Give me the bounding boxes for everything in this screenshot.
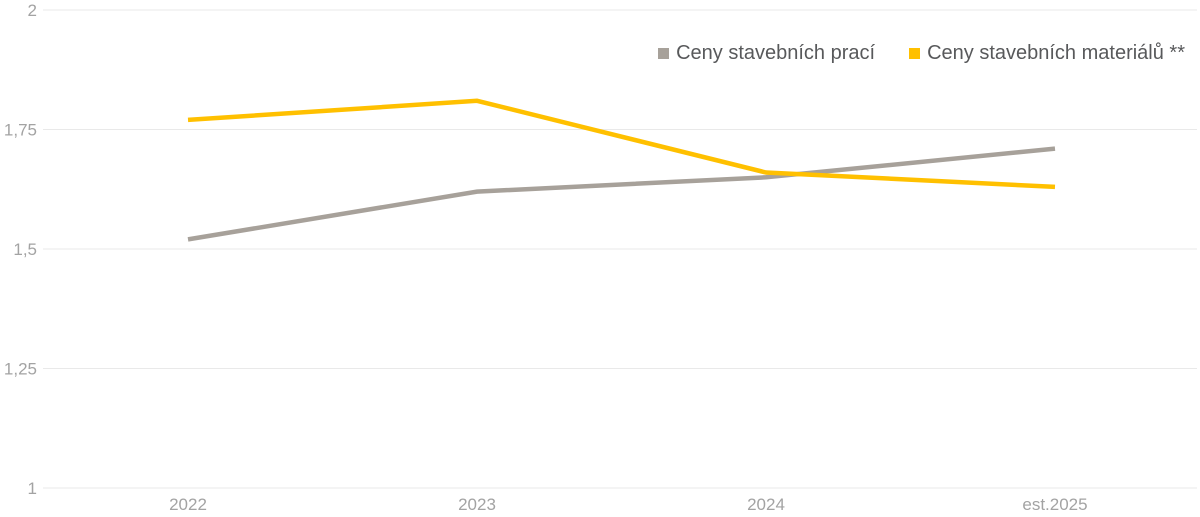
chart-legend: Ceny stavebních prací Ceny stavebních ma… <box>658 42 1185 65</box>
x-axis-tick-label: 2022 <box>169 495 207 514</box>
legend-label-ceny-stavebnich-materialu: Ceny stavebních materiálů ** <box>927 42 1185 64</box>
legend-label-ceny-stavebnich-praci: Ceny stavebních prací <box>676 42 876 64</box>
y-axis-tick-label: 1,25 <box>4 360 37 379</box>
x-axis-tick-label: est.2025 <box>1022 495 1087 514</box>
y-axis-tick-label: 1,75 <box>4 121 37 140</box>
x-axis-tick-label: 2024 <box>747 495 785 514</box>
x-axis-tick-label: 2023 <box>458 495 496 514</box>
legend-swatch-yellow-icon <box>909 48 921 59</box>
legend-swatch-gray-icon <box>658 48 670 59</box>
y-axis-tick-label: 1,5 <box>13 240 37 259</box>
series-line-1 <box>187 98 1056 190</box>
y-axis-tick-label: 1 <box>28 479 37 498</box>
series-line-0 <box>187 146 1056 242</box>
legend-item-ceny-stavebnich-materialu[interactable]: Ceny stavebních materiálů ** <box>909 42 1185 65</box>
legend-item-ceny-stavebnich-praci[interactable]: Ceny stavebních prací <box>658 42 875 65</box>
y-axis-tick-label: 2 <box>28 1 37 20</box>
